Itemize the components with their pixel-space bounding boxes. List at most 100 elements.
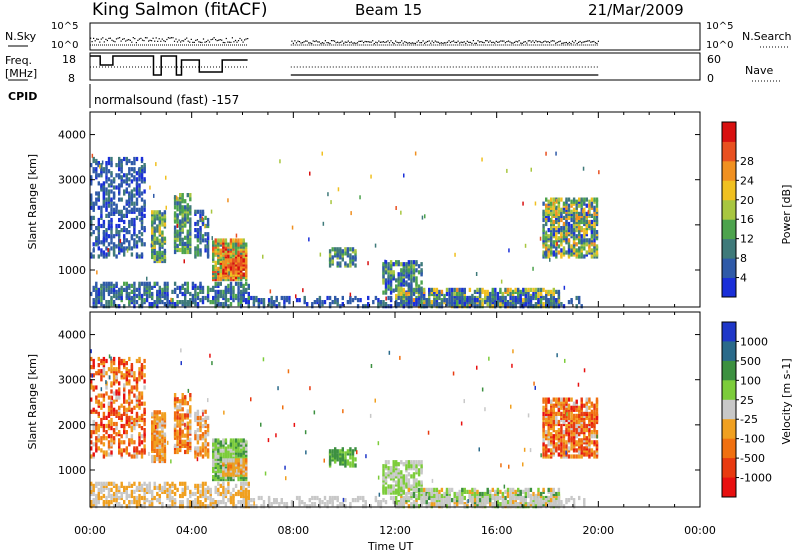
heatmap-cell	[138, 498, 140, 502]
noise-point	[223, 42, 224, 43]
heatmap-cell	[143, 432, 145, 436]
noise-point	[111, 40, 112, 41]
noise-point	[172, 37, 173, 38]
heatmap-cell	[420, 280, 422, 284]
heatmap-cell	[164, 237, 166, 241]
heatmap-cell	[400, 276, 402, 280]
heatmap-cell	[535, 288, 537, 292]
heatmap-cell	[494, 490, 496, 494]
heatmap-cell	[153, 194, 155, 198]
heatmap-cell	[220, 469, 222, 473]
heatmap-cell	[108, 420, 110, 424]
noise-point	[491, 42, 492, 43]
heatmap-cell	[235, 504, 237, 508]
heatmap-cell	[542, 496, 544, 500]
colorbar-swatch	[722, 239, 736, 259]
heatmap-cell	[110, 488, 112, 492]
heatmap-cell	[202, 418, 204, 422]
heatmap-cell	[398, 484, 400, 488]
heatmap-cell	[215, 273, 217, 277]
noise-point	[179, 40, 180, 41]
heatmap-cell	[194, 454, 196, 458]
heatmap-cell	[415, 478, 417, 482]
heatmap-cell	[489, 490, 491, 494]
heatmap-cell	[484, 492, 486, 496]
heatmap-cell	[156, 224, 158, 228]
heatmap-cell	[126, 486, 128, 490]
heatmap-cell	[237, 468, 239, 472]
heatmap-cell	[390, 466, 392, 470]
heatmap-cell	[113, 248, 115, 252]
heatmap-cell	[306, 302, 308, 306]
y-tick-label: 1000	[58, 264, 86, 277]
heatmap-cell	[207, 286, 209, 290]
heatmap-cell	[542, 218, 544, 222]
heatmap-cell	[230, 492, 232, 496]
heatmap-cell	[141, 294, 143, 298]
heatmap-cell	[95, 494, 97, 498]
heatmap-cell	[436, 488, 438, 492]
heatmap-cell	[187, 230, 189, 234]
heatmap-cell	[532, 496, 534, 500]
heatmap-cell	[138, 432, 140, 436]
heatmap-cell	[103, 304, 105, 308]
heatmap-cell	[395, 470, 397, 474]
heatmap-cell	[192, 294, 194, 298]
heatmap-cell	[553, 292, 555, 296]
heatmap-cell	[591, 234, 593, 238]
heatmap-cell	[314, 300, 316, 304]
heatmap-cell	[182, 238, 184, 242]
heatmap-cell	[591, 226, 593, 230]
heatmap-cell	[545, 404, 547, 408]
heatmap-cell	[433, 302, 435, 306]
heatmap-cell	[164, 486, 166, 490]
heatmap-cell	[194, 498, 196, 502]
heatmap-cell	[292, 226, 294, 230]
heatmap-cell	[243, 482, 245, 486]
heatmap-cell	[154, 496, 156, 500]
heatmap-cell	[385, 278, 387, 282]
heatmap-cell	[177, 224, 179, 228]
heatmap-cell	[100, 448, 102, 452]
heatmap-cell	[550, 232, 552, 236]
heatmap-cell	[184, 395, 186, 399]
heatmap-cell	[352, 298, 354, 302]
heatmap-cell	[179, 500, 181, 504]
heatmap-cell	[245, 249, 247, 253]
heatmap-cell	[154, 486, 156, 490]
heatmap-cell	[184, 205, 186, 209]
heatmap-cell	[237, 286, 239, 290]
noise-point	[348, 41, 349, 42]
heatmap-cell	[126, 400, 128, 404]
heatmap-cell	[115, 254, 117, 258]
noise-point	[329, 43, 330, 44]
heatmap-cell	[506, 169, 508, 173]
noise-point	[148, 41, 149, 42]
heatmap-cell	[151, 286, 153, 290]
noise-point	[102, 37, 103, 38]
heatmap-cell	[179, 440, 181, 444]
heatmap-cell	[131, 167, 133, 171]
heatmap-cell	[133, 375, 135, 379]
heatmap-cell	[197, 428, 199, 432]
heatmap-cell	[156, 492, 158, 496]
heatmap-cell	[405, 482, 407, 486]
heatmap-cell	[487, 290, 489, 294]
colorbar-tick-label: 16	[740, 213, 754, 226]
heatmap-cell	[100, 183, 102, 187]
heatmap-cell	[164, 214, 166, 218]
heatmap-cell	[385, 478, 387, 482]
heatmap-cell	[339, 461, 341, 465]
heatmap-cell	[93, 242, 95, 246]
heatmap-cell	[105, 300, 107, 304]
heatmap-cell	[382, 468, 384, 472]
heatmap-cell	[118, 438, 120, 442]
heatmap-cell	[400, 211, 402, 215]
heatmap-cell	[118, 230, 120, 234]
heatmap-cell	[235, 484, 237, 488]
heatmap-cell	[95, 482, 97, 486]
heatmap-cell	[515, 490, 517, 494]
heatmap-cell	[441, 290, 443, 294]
heatmap-cell	[113, 242, 115, 246]
noise-point	[145, 37, 146, 38]
